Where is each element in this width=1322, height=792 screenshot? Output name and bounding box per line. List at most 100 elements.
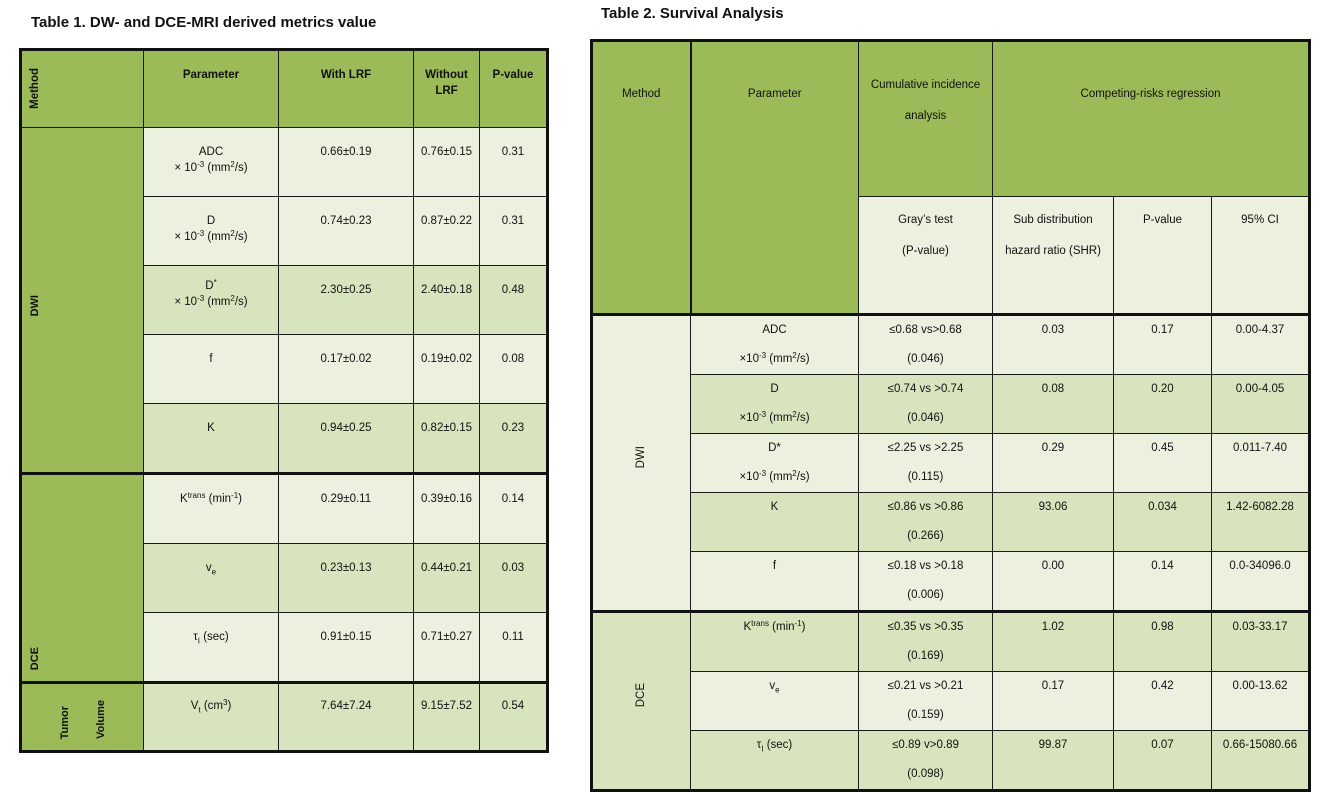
with-lrf-cell: 0.23±0.13 bbox=[278, 543, 414, 613]
group-dce: DCE bbox=[20, 473, 144, 683]
ci-cell: 0.00-4.37 bbox=[1210, 313, 1311, 375]
param-cell: K bbox=[143, 403, 279, 475]
with-lrf-cell: 0.94±0.25 bbox=[278, 403, 414, 475]
table-row: D ×10-3 (mm2/s) ≤0.74 vs >0.74 (0.046) 0.0… bbox=[592, 374, 1311, 434]
pvalue-cell: 0.034 bbox=[1113, 492, 1212, 552]
table-row: DCE Ktrans (min-1) ≤0.35 vs >0.35 (0.169)… bbox=[591, 611, 1311, 791]
param-cell: D ×10-3 (mm2/s) bbox=[690, 374, 859, 434]
table1: Method Parameter With LRF Without LRF P-v… bbox=[19, 48, 549, 753]
param-cell: ADC × 10-3 (mm2/s) bbox=[143, 127, 279, 197]
table-row: D* × 10-3 (mm2/s) 2.30±0.25 2.40±0.18 0.4… bbox=[21, 265, 548, 335]
method-header: Method bbox=[20, 49, 144, 128]
grays-cell: ≤0.89 v>0.89 (0.098) bbox=[858, 730, 993, 791]
pvalue-cell: 0.14 bbox=[1113, 551, 1212, 613]
param-cell: ve bbox=[143, 543, 279, 613]
ci-cell: 0.011-7.40 bbox=[1210, 433, 1311, 493]
pvalue-cell: 0.20 bbox=[1113, 374, 1212, 434]
parameter-header: Parameter bbox=[143, 49, 279, 128]
pvalue-cell: 0.17 bbox=[1113, 313, 1212, 375]
shr-cell: 0.29 bbox=[992, 433, 1114, 493]
table-row: Tumor Volume Vt (cm3) 7.64±7.24 9.15±7.52… bbox=[20, 681, 548, 752]
param-cell: ADC ×10-3 (mm2/s) bbox=[690, 313, 859, 375]
param-cell: Ktrans (min-1) bbox=[143, 473, 279, 544]
with-lrf-cell: 0.29±0.11 bbox=[278, 473, 414, 544]
table-row: ve 0.23±0.13 0.44±0.21 0.03 bbox=[21, 543, 548, 613]
param-cell: Ktrans (min-1) bbox=[690, 611, 859, 672]
param-cell: Vt (cm3) bbox=[143, 681, 279, 752]
grays-cell: ≤2.25 vs >2.25 (0.115) bbox=[858, 433, 993, 493]
pvalue-cell: 0.07 bbox=[1113, 730, 1212, 791]
pvalue-cell: 0.54 bbox=[479, 681, 548, 752]
table2-title: Table 2. Survival Analysis bbox=[601, 5, 784, 22]
table-row: ve ≤0.21 vs >0.21 (0.159) 0.17 0.42 0.00-… bbox=[592, 671, 1311, 731]
pvalue-cell: 0.31 bbox=[479, 127, 548, 197]
with-lrf-cell: 0.66±0.19 bbox=[278, 127, 414, 197]
grays-cell: ≤0.68 vs>0.68 (0.046) bbox=[858, 313, 993, 375]
with-lrf-cell: 0.91±0.15 bbox=[278, 612, 414, 683]
with-lrf-cell: 7.64±7.24 bbox=[278, 681, 414, 752]
table-row: K ≤0.86 vs >0.86 (0.266) 93.06 0.034 1.42… bbox=[592, 492, 1311, 552]
param-cell: D* ×10-3 (mm2/s) bbox=[690, 433, 859, 493]
table-row: K 0.94±0.25 0.82±0.15 0.23 bbox=[21, 403, 548, 475]
table-row: τI (sec) 0.91±0.15 0.71±0.27 0.11 bbox=[21, 612, 548, 683]
param-cell: D* × 10-3 (mm2/s) bbox=[143, 265, 279, 335]
without-lrf-header: Without LRF bbox=[413, 49, 480, 128]
table2-header-row: Method Parameter Cumulative incidence ana… bbox=[591, 40, 1311, 315]
param-cell: f bbox=[143, 334, 279, 404]
param-cell: f bbox=[690, 551, 859, 613]
grays-cell: ≤0.21 vs >0.21 (0.159) bbox=[858, 671, 993, 731]
param-cell: ve bbox=[690, 671, 859, 731]
grays-cell: ≤0.74 vs >0.74 (0.046) bbox=[858, 374, 993, 434]
table1-title: Table 1. DW- and DCE-MRI derived metrics… bbox=[31, 14, 377, 31]
table-row: DWI ADC ×10-3 (mm2/s) ≤0.68 vs>0.68 (0.046… bbox=[591, 313, 1311, 613]
pvalue-cell: 0.11 bbox=[479, 612, 548, 683]
table-row: f 0.17±0.02 0.19±0.02 0.08 bbox=[21, 334, 548, 404]
pvalue-cell: 0.14 bbox=[479, 473, 548, 544]
without-lrf-cell: 0.19±0.02 bbox=[413, 334, 480, 404]
group-tumor-volume: Tumor Volume bbox=[20, 681, 144, 752]
parameter-header: Parameter bbox=[690, 40, 859, 315]
shr-header: Sub distribution hazard ratio (SHR) bbox=[992, 196, 1114, 315]
param-cell: τI (sec) bbox=[143, 612, 279, 683]
pvalue-header: P-value bbox=[1113, 196, 1212, 315]
without-lrf-cell: 2.40±0.18 bbox=[413, 265, 480, 335]
pvalue-cell: 0.48 bbox=[479, 265, 548, 335]
without-lrf-cell: 9.15±7.52 bbox=[413, 681, 480, 752]
pvalue-cell: 0.03 bbox=[479, 543, 548, 613]
param-cell: τI (sec) bbox=[690, 730, 859, 791]
pvalue-header: P-value bbox=[479, 49, 548, 128]
grays-cell: ≤0.35 vs >0.35 (0.169) bbox=[858, 611, 993, 672]
ci-cell: 0.03-33.17 bbox=[1210, 611, 1311, 672]
pvalue-cell: 0.31 bbox=[479, 196, 548, 266]
pvalue-cell: 0.08 bbox=[479, 334, 548, 404]
table1-header-row: Method Parameter With LRF Without LRF P-v… bbox=[20, 49, 548, 128]
table-row: D* ×10-3 (mm2/s) ≤2.25 vs >2.25 (0.115) 0.… bbox=[592, 433, 1311, 493]
shr-cell: 99.87 bbox=[992, 730, 1114, 791]
pvalue-cell: 0.98 bbox=[1113, 611, 1212, 672]
table-row: DWI ADC × 10-3 (mm2/s) 0.66±0.19 0.76±0.1… bbox=[20, 127, 548, 475]
without-lrf-cell: 0.44±0.21 bbox=[413, 543, 480, 613]
shr-cell: 0.08 bbox=[992, 374, 1114, 434]
table-row: τI (sec) ≤0.89 v>0.89 (0.098) 99.87 0.07 … bbox=[592, 730, 1311, 791]
pvalue-cell: 0.42 bbox=[1113, 671, 1212, 731]
table2: Method Parameter Cumulative incidence ana… bbox=[590, 39, 1312, 792]
shr-cell: 0.17 bbox=[992, 671, 1114, 731]
shr-cell: 0.03 bbox=[992, 313, 1114, 375]
param-cell: K bbox=[690, 492, 859, 552]
pvalue-cell: 0.45 bbox=[1113, 433, 1212, 493]
group-dwi: DWI bbox=[20, 127, 144, 475]
group-dwi: DWI bbox=[591, 313, 691, 613]
grays-cell: ≤0.18 vs >0.18 (0.006) bbox=[858, 551, 993, 613]
ci-header: 95% CI bbox=[1210, 196, 1311, 315]
ci-cell: 0.00-4.05 bbox=[1210, 374, 1311, 434]
without-lrf-cell: 0.87±0.22 bbox=[413, 196, 480, 266]
without-lrf-cell: 0.76±0.15 bbox=[413, 127, 480, 197]
with-lrf-cell: 0.17±0.02 bbox=[278, 334, 414, 404]
table2-subheader-row: Gray’s test (P-value) Sub distribution haz… bbox=[592, 196, 1311, 315]
shr-cell: 93.06 bbox=[992, 492, 1114, 552]
without-lrf-cell: 0.71±0.27 bbox=[413, 612, 480, 683]
competing-risks-header: Competing-risks regression bbox=[991, 40, 1311, 197]
with-lrf-cell: 2.30±0.25 bbox=[278, 265, 414, 335]
ci-cell: 1.42-6082.28 bbox=[1210, 492, 1311, 552]
pvalue-cell: 0.23 bbox=[479, 403, 548, 475]
